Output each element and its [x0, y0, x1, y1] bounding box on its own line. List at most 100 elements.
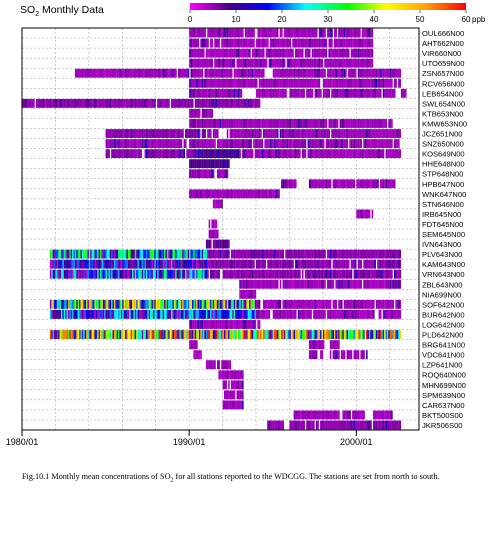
month-cell	[262, 149, 265, 159]
month-cell	[90, 259, 92, 269]
month-cell	[353, 249, 356, 259]
month-cell	[221, 149, 223, 159]
month-cell	[221, 78, 223, 88]
month-cell	[371, 149, 374, 159]
month-cell	[94, 269, 96, 279]
month-cell	[133, 149, 135, 159]
month-cell	[203, 98, 205, 108]
month-cell	[388, 330, 390, 339]
month-cell	[272, 68, 275, 78]
month-cell	[218, 28, 220, 38]
month-cell	[346, 179, 349, 189]
month-cell	[375, 129, 378, 138]
month-cell	[201, 299, 204, 309]
month-cell	[292, 149, 294, 159]
month-cell	[105, 310, 108, 319]
month-cell	[381, 330, 383, 339]
month-cell	[345, 310, 347, 319]
month-cell	[336, 340, 339, 349]
month-cell	[293, 179, 296, 189]
month-cell	[198, 68, 201, 78]
month-cell	[339, 28, 342, 38]
month-cell	[253, 78, 255, 88]
month-cell	[279, 48, 282, 58]
month-cell	[353, 78, 356, 88]
month-cell	[111, 269, 113, 279]
month-cell	[300, 48, 303, 58]
month-cell	[101, 299, 103, 309]
month-cell	[180, 330, 183, 339]
month-cell	[222, 68, 225, 78]
month-cell	[354, 119, 357, 128]
month-cell	[212, 98, 215, 108]
month-cell	[332, 259, 335, 269]
month-cell	[315, 259, 318, 269]
month-cell	[295, 129, 297, 138]
month-cell	[296, 68, 298, 78]
month-cell	[395, 249, 397, 259]
month-cell	[304, 28, 307, 38]
month-cell	[215, 78, 218, 88]
month-cell	[198, 119, 201, 128]
month-cell	[235, 400, 237, 410]
month-cell	[140, 259, 142, 269]
month-cell	[361, 179, 364, 189]
month-cell	[214, 269, 216, 279]
month-cell	[282, 48, 285, 58]
month-cell	[136, 68, 138, 78]
month-cell	[65, 330, 67, 339]
month-cell	[81, 259, 84, 269]
month-cell	[172, 149, 174, 159]
month-cell	[359, 58, 361, 68]
month-cell	[354, 48, 357, 58]
month-cell	[191, 28, 194, 38]
month-cell	[151, 149, 154, 159]
month-cell	[363, 139, 365, 148]
month-cell	[353, 139, 356, 148]
month-cell	[210, 330, 212, 339]
month-cell	[204, 259, 207, 269]
month-cell	[218, 320, 220, 329]
month-cell	[256, 269, 258, 279]
month-cell	[243, 320, 246, 329]
month-cell	[240, 299, 243, 309]
month-cell	[342, 28, 344, 38]
month-cell	[267, 139, 269, 148]
month-cell	[256, 299, 258, 309]
month-cell	[218, 119, 220, 128]
month-cell	[307, 299, 310, 309]
month-cell	[226, 189, 229, 199]
month-cell	[140, 149, 142, 159]
month-cell	[354, 28, 357, 38]
month-cell	[173, 330, 176, 339]
month-cell	[271, 249, 273, 259]
month-cell	[278, 269, 280, 279]
month-cell	[313, 259, 315, 269]
month-cell	[193, 58, 195, 68]
month-cell	[325, 269, 328, 279]
month-cell	[197, 330, 200, 339]
month-cell	[144, 299, 147, 309]
month-cell	[193, 139, 195, 148]
month-cell	[125, 98, 127, 108]
month-cell	[106, 139, 109, 148]
month-cell	[367, 249, 369, 259]
month-cell	[95, 310, 98, 319]
month-cell	[321, 330, 324, 339]
month-cell	[364, 78, 367, 88]
month-cell	[235, 259, 237, 269]
month-cell	[201, 330, 204, 339]
month-cell	[269, 249, 272, 259]
month-cell	[303, 279, 305, 289]
month-cell	[208, 219, 211, 229]
month-cell	[218, 88, 220, 98]
month-cell	[159, 269, 162, 279]
month-cell	[308, 259, 311, 269]
month-cell	[108, 299, 110, 309]
month-cell	[205, 98, 208, 108]
month-cell	[204, 249, 207, 259]
month-cell	[52, 310, 55, 319]
month-cell	[382, 129, 385, 138]
month-cell	[148, 330, 151, 339]
month-cell	[395, 259, 397, 269]
